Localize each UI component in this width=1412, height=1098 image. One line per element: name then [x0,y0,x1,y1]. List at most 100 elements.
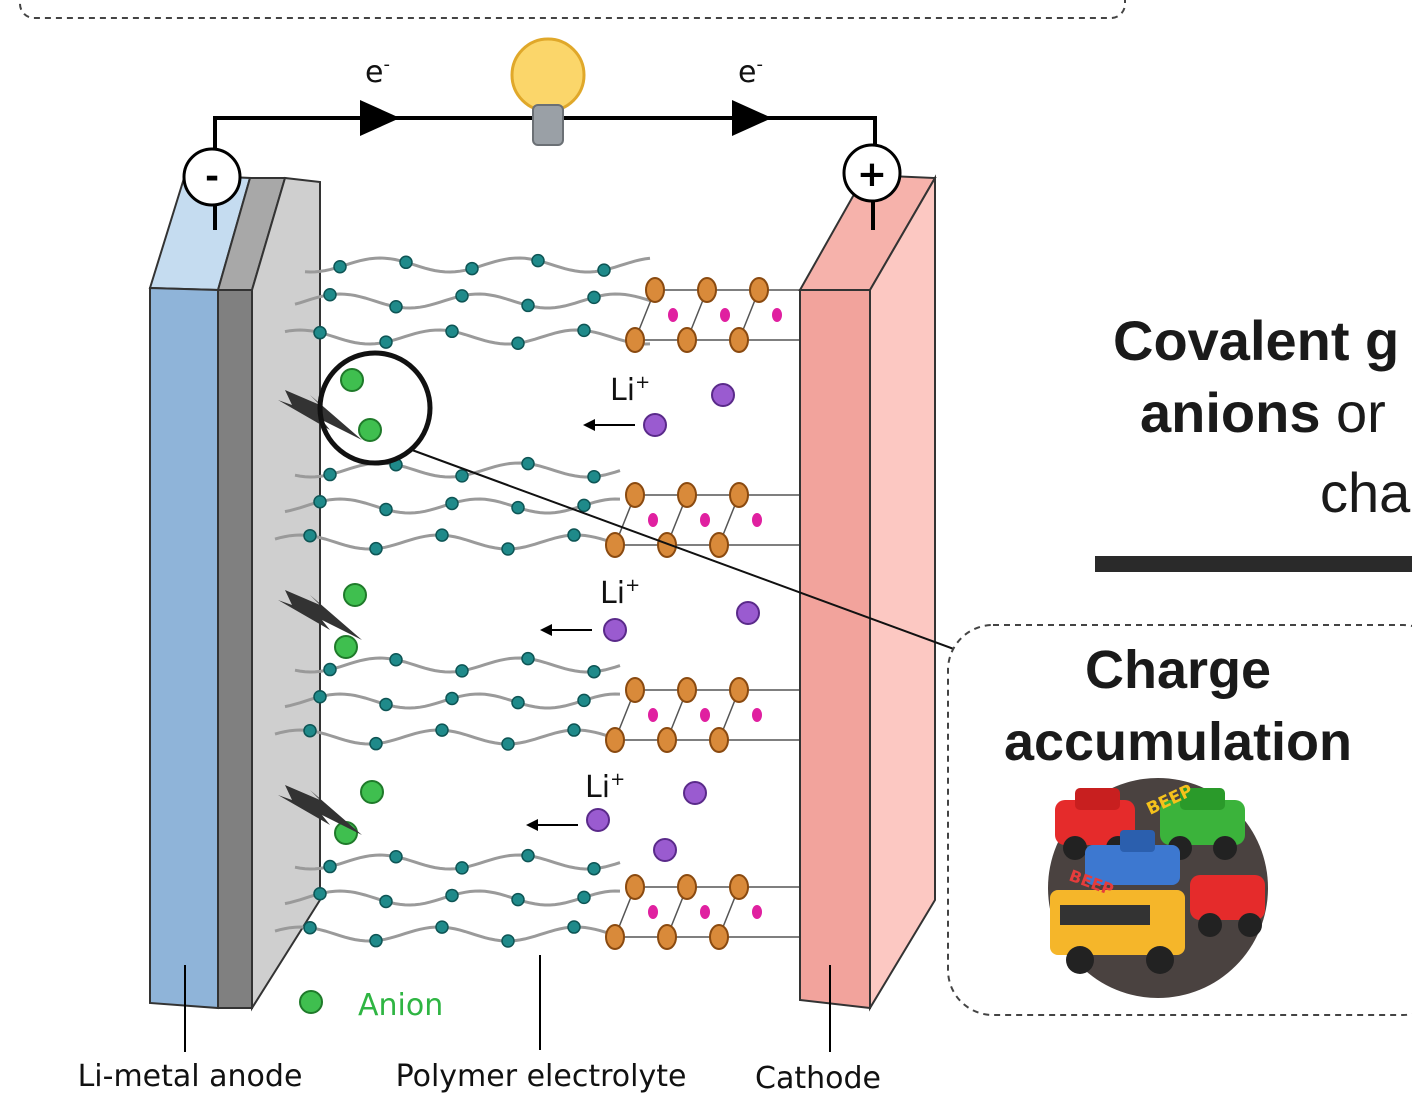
chain-bead [587,469,601,484]
lattice-ion [648,905,658,919]
chain-bead [445,888,459,903]
chain-bead [313,886,327,901]
legend-label: Anion [358,988,443,1023]
lattice-atom [709,924,729,950]
lattice-atom [709,727,729,753]
chain-bead [455,469,469,483]
chain-bead [379,894,393,909]
anode-face [149,286,219,1010]
chain-bead [587,290,601,305]
chain-bead [303,920,317,935]
ion-label: Li+ [585,769,625,805]
ion-arrow-head [583,419,595,431]
anode-side [251,176,321,1012]
lattice-atom [605,924,625,950]
chain-bead [577,890,591,905]
lattice-ion [700,905,710,919]
ion-arrow-head [526,819,538,831]
chain-bead [465,261,479,276]
chain-bead [521,651,535,666]
lattice-atom [729,874,749,900]
side-text: cha [1320,461,1411,524]
lattice-ion [700,513,710,527]
ion-arrow-head [540,624,552,636]
chain-bead [577,323,591,338]
terminal-sign: + [857,154,887,195]
chain-bead [521,298,535,313]
electron-label: e- [365,54,390,90]
chain-bead [323,859,337,874]
chain-bead [313,689,327,704]
chain-bead [435,528,449,542]
terminal [842,143,902,203]
chain-bead [399,255,413,270]
anion [343,583,367,607]
callout-title: accumulation [1004,712,1352,772]
chain-bead [587,861,601,876]
chain-bead [501,934,515,948]
chain-bead [445,496,459,511]
chain-bead [501,737,515,751]
chain-bead [511,336,525,350]
lattice-atom [677,327,697,353]
anion [360,780,384,804]
legend-swatch [299,990,323,1014]
traffic-icon: BEEP BEEP [1048,778,1268,998]
lattice-ion [700,708,710,722]
lattice-atom [697,277,717,303]
chain-bead [501,542,515,556]
chain-bead [577,498,591,513]
lattice-ion [772,308,782,322]
lattice-atom [709,532,729,558]
component-label: Cathode [755,1061,881,1096]
lattice-ion [752,513,762,527]
chain-bead [389,300,403,314]
lattice-atom [677,874,697,900]
dendrite [278,590,362,640]
component-label: Polymer electrolyte [396,1059,687,1094]
lattice-ion [752,708,762,722]
callout-title: Charge [1085,640,1271,700]
lattice-atom [605,727,625,753]
lattice-ion [648,708,658,722]
chain-bead [521,848,535,863]
polymer-chain [284,328,651,346]
chain-bead [567,528,581,542]
chain-bead [323,662,337,677]
lattice-atom [677,677,697,703]
chain-bead [369,736,383,751]
chain-bead [389,652,403,667]
side-text: anions or [1140,381,1386,444]
lattice-atom [657,532,677,558]
chain-bead [435,723,449,737]
chain-bead [445,324,459,339]
chain-bead [455,289,469,303]
ion-label: Li+ [600,575,640,611]
dendrite [278,785,362,835]
lattice-atom [729,327,749,353]
lattice-atom [729,482,749,508]
chain-bead [379,502,393,517]
anion [340,368,364,392]
li-ion [683,781,707,805]
lattice-atom [645,277,665,303]
chain-bead [369,933,383,948]
chain-bead [303,528,317,543]
zoom-line [411,449,963,653]
chain-bead [511,892,525,907]
lattice-atom [625,327,645,353]
lattice-atom [749,277,769,303]
li-ion [643,413,667,437]
lattice-atom [605,532,625,558]
divider [1095,556,1412,572]
chain-bead [455,861,469,875]
chain-bead [313,494,327,509]
chain-bead [389,849,403,864]
anion [358,418,382,442]
component-label: Li-metal anode [78,1059,303,1094]
lattice-atom [729,677,749,703]
terminal-sign: - [205,157,219,197]
chain-bead [313,325,327,340]
li-ion [653,838,677,862]
